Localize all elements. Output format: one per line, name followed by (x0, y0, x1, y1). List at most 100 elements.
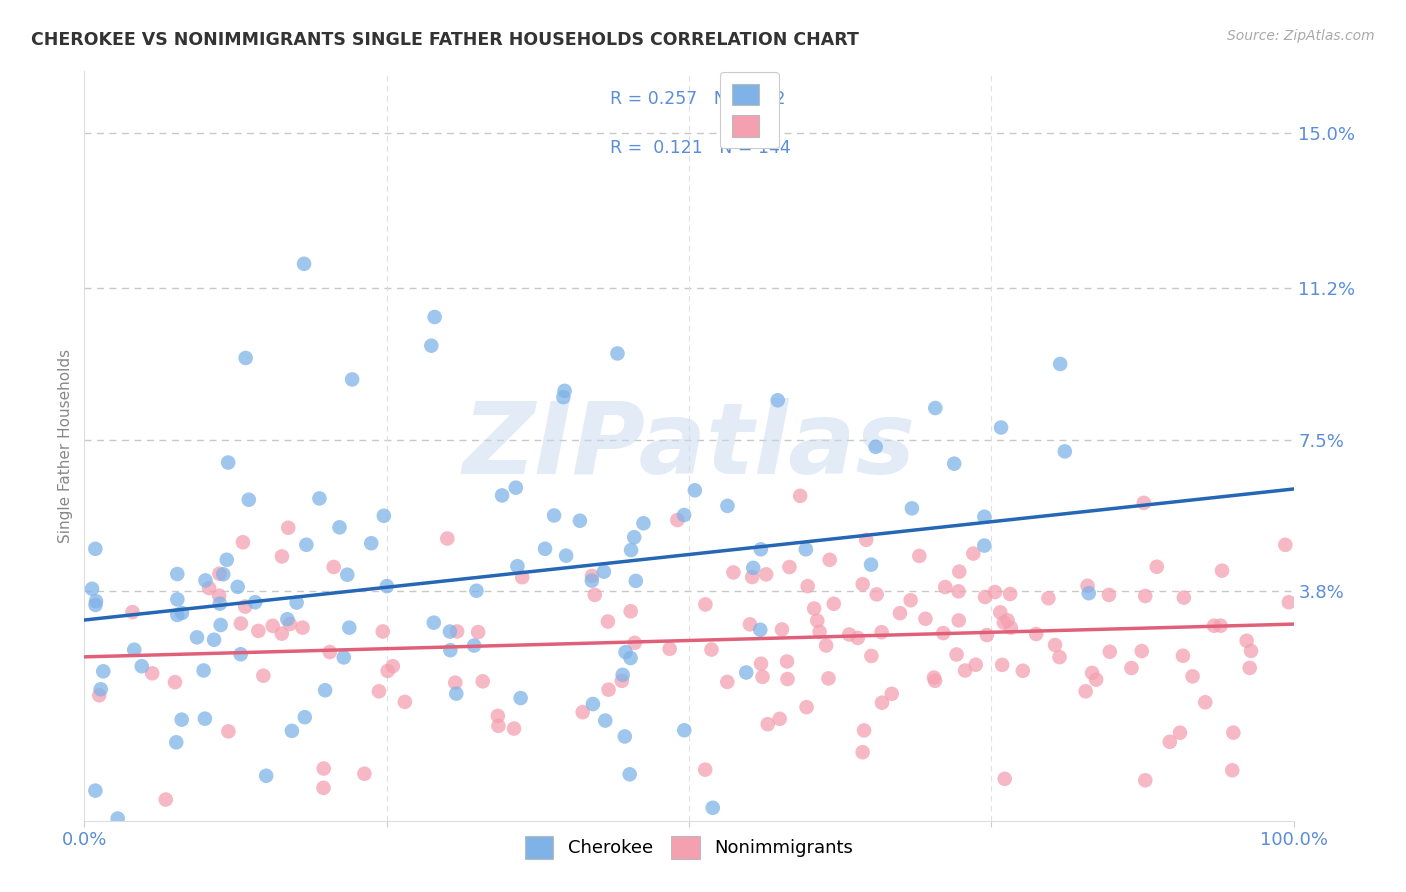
Legend: Cherokee, Nonimmigrants: Cherokee, Nonimmigrants (516, 827, 862, 868)
Point (953, 664, 976, 678)
Point (243, 595, 266, 609)
Point (860, 558, 883, 572)
Point (465, 583, 488, 598)
Point (122, 642, 145, 657)
Point (619, 651, 641, 665)
Point (658, 641, 681, 656)
Point (606, 346, 628, 360)
Text: CHEROKEE VS NONIMMIGRANTS SINGLE FATHER HOUSEHOLDS CORRELATION CHART: CHEROKEE VS NONIMMIGRANTS SINGLE FATHER … (31, 31, 859, 49)
Point (1038, 591, 1060, 606)
Point (751, 670, 773, 684)
Point (855, 533, 877, 547)
Point (1130, 644, 1153, 658)
Point (208, 589, 231, 603)
Point (880, 687, 903, 701)
Point (232, 535, 254, 549)
Point (80, 582, 103, 596)
Point (1146, 559, 1168, 574)
Point (922, 671, 945, 685)
Point (446, 687, 468, 701)
Point (84, 594, 107, 608)
Point (467, 625, 489, 640)
Point (1173, 591, 1195, 605)
Point (226, 580, 249, 594)
Point (238, 492, 260, 507)
Point (702, 801, 724, 815)
Point (166, 592, 188, 607)
Point (1222, 725, 1244, 739)
Point (770, 623, 793, 637)
Point (170, 713, 193, 727)
Point (439, 643, 461, 657)
Point (794, 542, 817, 557)
Point (666, 513, 689, 527)
Y-axis label: Single Father Households: Single Father Households (58, 349, 73, 543)
Point (673, 723, 696, 738)
Point (612, 668, 634, 682)
Point (776, 672, 799, 686)
Text: Source: ZipAtlas.com: Source: ZipAtlas.com (1227, 29, 1375, 43)
Point (84, 598, 107, 612)
Point (543, 508, 565, 523)
Point (194, 712, 217, 726)
Point (948, 565, 970, 579)
Point (742, 561, 765, 575)
Point (394, 695, 416, 709)
Point (534, 541, 557, 556)
Point (1194, 695, 1216, 709)
Point (170, 606, 193, 620)
Point (295, 538, 318, 552)
Point (769, 712, 792, 726)
Point (1085, 673, 1108, 687)
Point (381, 659, 404, 673)
Point (1278, 595, 1301, 609)
Point (486, 709, 509, 723)
Point (436, 532, 458, 546)
Point (506, 559, 529, 574)
Point (91, 665, 114, 679)
Point (610, 673, 633, 688)
Point (423, 310, 446, 324)
Point (1077, 586, 1099, 600)
Point (141, 666, 163, 681)
Point (194, 574, 217, 588)
Point (235, 351, 257, 365)
Point (308, 491, 330, 506)
Point (353, 766, 375, 780)
Point (89, 688, 111, 702)
Point (165, 735, 187, 749)
Point (422, 615, 444, 630)
Point (319, 645, 342, 659)
Point (1239, 661, 1261, 675)
Point (217, 724, 239, 739)
Point (193, 664, 215, 678)
Point (945, 648, 967, 662)
Point (803, 601, 825, 615)
Point (1236, 633, 1258, 648)
Point (233, 599, 256, 614)
Point (860, 648, 883, 663)
Point (723, 566, 745, 580)
Point (1049, 357, 1071, 371)
Point (870, 696, 893, 710)
Point (337, 621, 360, 635)
Point (262, 619, 284, 633)
Point (1240, 644, 1263, 658)
Point (806, 614, 828, 628)
Point (1168, 725, 1191, 739)
Point (186, 631, 208, 645)
Point (314, 683, 336, 698)
Point (948, 614, 970, 628)
Point (1171, 648, 1194, 663)
Point (619, 767, 641, 781)
Point (900, 593, 922, 607)
Point (620, 604, 643, 618)
Point (1202, 618, 1225, 632)
Point (553, 390, 575, 404)
Point (623, 530, 645, 544)
Point (889, 606, 911, 620)
Point (444, 675, 467, 690)
Point (846, 631, 869, 645)
Point (866, 587, 889, 601)
Point (254, 769, 277, 783)
